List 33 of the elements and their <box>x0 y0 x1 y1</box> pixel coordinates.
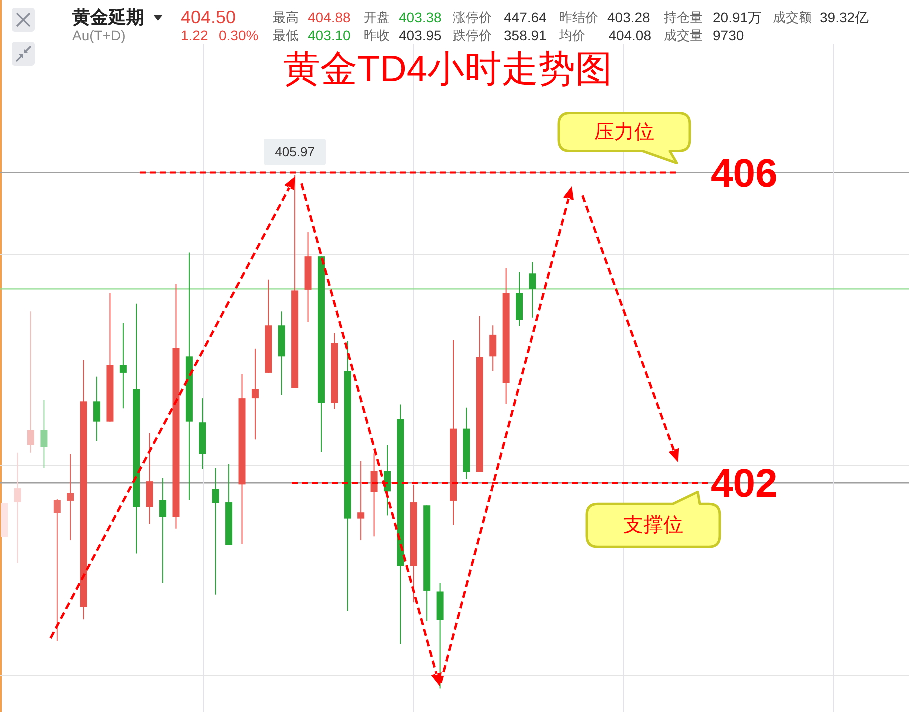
text: 403.10 <box>308 28 352 44</box>
text: 开盘 <box>364 10 390 25</box>
text: Au(T+D) <box>72 28 126 44</box>
price-tag: 405.97 <box>264 139 326 166</box>
text: 成交量 <box>664 28 703 43</box>
y-tick-label: 406 <box>711 152 778 196</box>
text: 最低 <box>273 28 299 43</box>
text: 跌停价 <box>453 28 492 43</box>
text: 成交额 <box>773 10 812 25</box>
text: 昨收 <box>364 28 390 43</box>
text: 9730 <box>713 28 744 44</box>
text: 涨停价 <box>453 10 492 25</box>
text: 39.32亿 <box>820 10 870 26</box>
text: 均价 <box>558 28 586 43</box>
text: 0.30% <box>219 28 259 44</box>
text: 358.91 <box>504 28 548 44</box>
text: 黄金延期 <box>72 8 144 28</box>
text: 20.91万 <box>713 10 762 26</box>
text: 403.28 <box>608 10 651 26</box>
annotation: 405.97 <box>275 144 315 160</box>
annotation: 支撑位 <box>624 514 684 537</box>
text: 404.50 <box>181 8 236 28</box>
text: 404.08 <box>608 28 652 44</box>
text: 447.64 <box>504 10 548 26</box>
text: 404.88 <box>308 10 352 26</box>
text: 403.95 <box>399 28 442 44</box>
text: 1.22 <box>181 28 208 44</box>
annotation: 压力位 <box>594 121 654 144</box>
text: 最高 <box>273 10 299 25</box>
chart-title: 黄金TD4小时走势图 <box>284 48 612 90</box>
text: 昨结价 <box>559 10 598 25</box>
text: 持仓量 <box>664 10 703 25</box>
text: 403.38 <box>399 10 442 26</box>
